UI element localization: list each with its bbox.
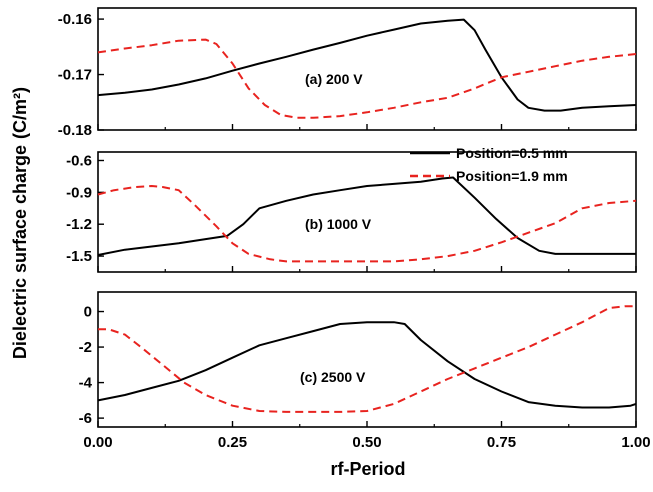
series-line-dashed <box>98 305 636 413</box>
y-tick-label: -0.16 <box>58 11 92 28</box>
panels: -0.16 -0.17 -0.18 (a) 200 V -0.6 -0.9 -1.2 -1.5… <box>58 7 651 451</box>
x-tick-label: 0.25 <box>218 434 247 451</box>
y-tick-label: -0.6 <box>66 152 92 169</box>
y-axis-title-main: Dielectric surface charge <box>10 145 30 359</box>
panel-label: (c) 2500 V <box>300 369 366 385</box>
series-line-solid <box>97 18 637 112</box>
series-line-dashed <box>97 38 637 119</box>
y-tick-label: -1.2 <box>66 216 92 233</box>
y-tick-label: -4 <box>79 375 93 392</box>
legend-label-dashed: Position=1.9 mm <box>456 168 568 184</box>
legend: Position=0.5 mm Position=1.9 mm <box>410 145 568 184</box>
series-line-dashed <box>97 185 637 263</box>
y-tick-label: -2 <box>79 339 92 356</box>
x-tick-label: 0.00 <box>83 434 112 451</box>
y-axis-title-unit: (C/m²) <box>10 87 30 139</box>
y-axis-title: Dielectric surface charge (C/m²) <box>10 87 30 359</box>
x-axis-title: rf-Period <box>330 459 405 479</box>
y-tick-label: 0 <box>84 304 92 321</box>
legend-label-solid: Position=0.5 mm <box>456 145 568 161</box>
panel-label: (a) 200 V <box>305 71 363 87</box>
panel-1: -0.6 -0.9 -1.2 -1.5 (b) 1000 V <box>66 151 637 273</box>
y-tick-label: -0.18 <box>58 122 92 139</box>
y-tick-label: -0.9 <box>66 184 92 201</box>
panel-0: -0.16 -0.17 -0.18 (a) 200 V <box>58 7 637 139</box>
panel-frame <box>97 291 637 428</box>
y-tick-label: -1.5 <box>66 248 92 265</box>
y-tick-label: -0.17 <box>58 67 92 84</box>
series-line-solid <box>97 321 637 409</box>
x-tick-label: 0.75 <box>487 434 516 451</box>
panel-label: (b) 1000 V <box>305 216 372 232</box>
y-tick-label: -6 <box>79 410 92 427</box>
panel-2: 0 -2 -4 -6 (c) 2500 V <box>79 291 637 428</box>
series-line-solid <box>97 176 636 256</box>
x-tick-label: 0.50 <box>352 434 381 451</box>
x-tick-label: 1.00 <box>621 434 650 451</box>
